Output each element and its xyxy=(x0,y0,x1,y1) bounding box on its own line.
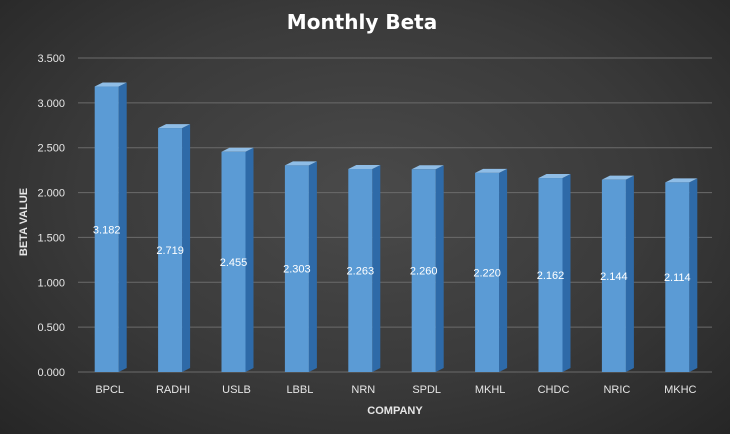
bar-bpcl: 3.182 xyxy=(93,82,127,372)
bar-side xyxy=(499,168,508,372)
bar-radhi: 2.719 xyxy=(156,124,191,372)
bar-mkhc: 2.114 xyxy=(664,178,698,372)
data-label: 2.303 xyxy=(283,264,311,276)
bar-front xyxy=(221,151,246,372)
x-tick-label: NRIC xyxy=(603,384,630,396)
bar-front xyxy=(94,86,119,372)
bar-mkhl: 2.220 xyxy=(473,168,508,372)
y-tick-label: 3.500 xyxy=(37,53,65,65)
bar-top xyxy=(475,168,508,173)
bar-front xyxy=(665,182,690,372)
bar-top xyxy=(284,161,317,166)
bar-front xyxy=(284,165,309,372)
bar-top xyxy=(538,174,571,179)
chart-title: Monthly Beta xyxy=(287,10,437,34)
bar-side xyxy=(118,82,127,372)
data-label: 2.220 xyxy=(473,267,501,279)
x-tick-label: MKHL xyxy=(475,384,506,396)
bar-nrn: 2.263 xyxy=(347,164,381,372)
bar-chdc: 2.162 xyxy=(537,174,571,372)
y-tick-label: 0.500 xyxy=(37,322,65,334)
x-tick-label: USLB xyxy=(222,384,251,396)
x-tick-label: RADHI xyxy=(156,384,190,396)
data-label: 2.263 xyxy=(347,265,375,277)
bar-side xyxy=(562,174,571,372)
y-tick-label: 0.000 xyxy=(37,367,65,379)
bar-uslb: 2.455 xyxy=(220,147,254,372)
x-tick-label: MKHC xyxy=(664,384,696,396)
y-tick-label: 1.000 xyxy=(37,277,65,289)
bar-top xyxy=(411,165,444,170)
bar-side xyxy=(245,147,254,372)
bar-front xyxy=(158,128,183,372)
bar-front xyxy=(601,179,626,372)
bar-top xyxy=(94,82,127,87)
bar-lbbl: 2.303 xyxy=(283,161,317,372)
y-axis-title: BETA VALUE xyxy=(18,188,30,256)
y-tick-label: 3.000 xyxy=(37,98,65,110)
bar-side xyxy=(625,175,634,372)
bar-top xyxy=(348,164,381,169)
data-label: 2.114 xyxy=(664,272,691,284)
x-tick-label: BPCL xyxy=(95,384,124,396)
bar-top xyxy=(221,147,254,152)
y-tick-label: 2.500 xyxy=(37,143,65,155)
bar-spdl: 2.260 xyxy=(410,165,444,372)
bar-nric: 2.144 xyxy=(600,175,634,372)
bar-top xyxy=(665,178,698,183)
bar-front xyxy=(348,168,373,372)
x-tick-label: LBBL xyxy=(286,384,313,396)
data-label: 2.162 xyxy=(537,270,565,282)
bar-top xyxy=(601,175,634,180)
x-tick-label: NRN xyxy=(351,384,375,396)
data-label: 2.260 xyxy=(410,266,438,278)
bar-top xyxy=(158,124,191,129)
bars: 3.182 2.719 2.455 2.303 2.263 2.260 2.220 2.162… xyxy=(93,82,698,372)
data-label: 2.719 xyxy=(156,245,184,257)
x-tick-label: SPDL xyxy=(412,384,441,396)
bar-side xyxy=(689,178,698,372)
y-axis: 0.000 0.500 1.000 1.500 2.000 2.500 3.000 3.500 xyxy=(37,53,65,379)
x-tick-label: CHDC xyxy=(538,384,570,396)
bar-side xyxy=(308,161,317,372)
bar-side xyxy=(182,124,191,372)
x-axis-title: COMPANY xyxy=(367,405,423,417)
bar-side xyxy=(435,165,444,372)
y-tick-label: 2.000 xyxy=(37,188,65,200)
bar-front xyxy=(538,178,563,372)
bar-side xyxy=(372,164,381,372)
y-tick-label: 1.500 xyxy=(37,232,65,244)
bar-front xyxy=(475,172,500,372)
data-label: 3.182 xyxy=(93,224,121,236)
data-label: 2.455 xyxy=(220,257,248,269)
x-axis: BPCL RADHI USLB LBBL NRN SPDL MKHL CHDC NRIC MKHC xyxy=(95,384,696,396)
data-label: 2.144 xyxy=(600,271,628,283)
bar-front xyxy=(411,169,436,372)
